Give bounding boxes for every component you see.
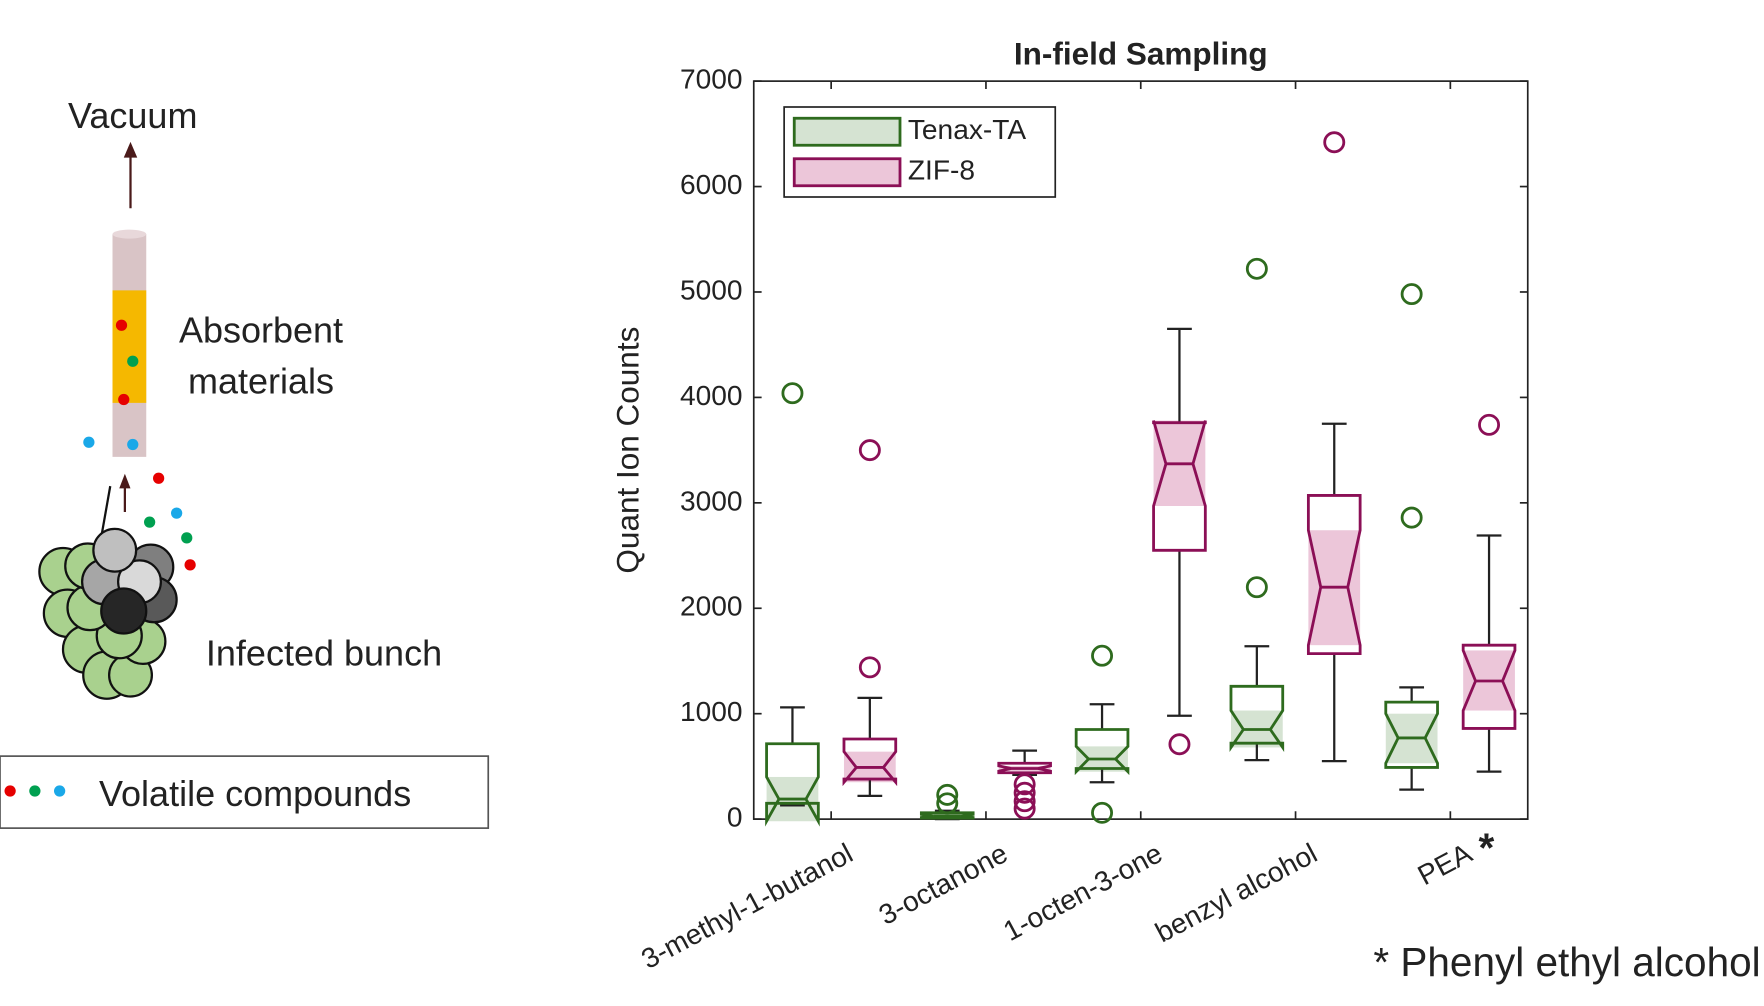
box-group bbox=[1231, 259, 1283, 760]
page: {"illustration": {"vacuum": "Vacuum", "a… bbox=[0, 0, 1764, 1006]
x-tick-label: 3-octanone bbox=[874, 837, 1013, 930]
box-group bbox=[1154, 329, 1206, 754]
dot bbox=[171, 508, 182, 519]
outlier bbox=[860, 441, 879, 460]
outlier bbox=[1247, 259, 1266, 278]
dot bbox=[185, 559, 196, 570]
y-axis-label: Quant Ion Counts bbox=[609, 327, 645, 574]
box-group bbox=[999, 751, 1051, 819]
box-group bbox=[1386, 285, 1438, 790]
legend-swatch bbox=[794, 118, 900, 145]
legend-label: ZIF-8 bbox=[908, 155, 975, 186]
arrow-head bbox=[124, 142, 138, 158]
absorbent-label: materials bbox=[188, 360, 334, 401]
arrow-head bbox=[119, 474, 130, 489]
y-tick-label: 7000 bbox=[680, 64, 743, 95]
absorbent bbox=[113, 290, 147, 403]
box-group bbox=[1076, 646, 1128, 822]
x-tick-label: 3-methyl-1-butanol bbox=[636, 837, 857, 974]
dot bbox=[118, 394, 129, 405]
grapes bbox=[39, 529, 176, 699]
outlier bbox=[1170, 735, 1189, 754]
category-marker: * bbox=[1478, 824, 1494, 870]
dot bbox=[5, 785, 16, 796]
y-tick-label: 2000 bbox=[680, 591, 743, 622]
outlier bbox=[1479, 415, 1498, 434]
dot bbox=[153, 473, 164, 484]
absorbent-label: Absorbent bbox=[179, 310, 343, 351]
outlier bbox=[860, 658, 879, 677]
legend-label: Tenax-TA bbox=[908, 114, 1026, 145]
outlier bbox=[1402, 285, 1421, 304]
y-tick-label: 6000 bbox=[680, 169, 743, 200]
dot bbox=[144, 517, 155, 528]
y-tick-label: 1000 bbox=[680, 696, 743, 727]
outlier bbox=[783, 384, 802, 403]
outlier bbox=[1402, 508, 1421, 527]
x-tick-label: PEA bbox=[1413, 837, 1477, 891]
tube-top bbox=[113, 230, 147, 239]
box-group bbox=[844, 441, 896, 796]
dot bbox=[127, 356, 138, 367]
box-group bbox=[1308, 133, 1360, 761]
dot bbox=[116, 320, 127, 331]
illustration: Vacuum Absorbent materials Infec bbox=[0, 95, 488, 828]
figure: Vacuum Absorbent materials Infec bbox=[0, 0, 1764, 1006]
bunch-label: Infected bunch bbox=[206, 633, 442, 674]
box-group bbox=[921, 785, 973, 819]
outlier bbox=[1247, 578, 1266, 597]
outlier bbox=[1325, 133, 1344, 152]
box-group bbox=[767, 384, 819, 822]
x-tick-label: 1-octen-3-one bbox=[998, 837, 1167, 947]
y-tick-label: 3000 bbox=[680, 485, 743, 516]
x-tick-label: benzyl alcohol bbox=[1150, 837, 1322, 948]
box-group bbox=[1463, 415, 1515, 771]
dot bbox=[127, 439, 138, 450]
chart: In-field Sampling Quant Ion Counts 0 1000 20… bbox=[609, 36, 1760, 985]
y-tick-label: 4000 bbox=[680, 380, 743, 411]
vacuum-label: Vacuum bbox=[68, 95, 197, 136]
legend-label: Volatile compounds bbox=[99, 773, 411, 814]
dot bbox=[29, 785, 40, 796]
dot bbox=[83, 437, 94, 448]
y-tick-label: 5000 bbox=[680, 274, 743, 305]
chart-title: In-field Sampling bbox=[1014, 36, 1268, 72]
y-tick-label: 0 bbox=[727, 802, 743, 833]
outlier bbox=[1092, 646, 1111, 665]
legend-swatch bbox=[794, 159, 900, 186]
dot bbox=[181, 532, 192, 543]
dot bbox=[54, 785, 65, 796]
annotation: * Phenyl ethyl alcohol bbox=[1373, 939, 1760, 985]
